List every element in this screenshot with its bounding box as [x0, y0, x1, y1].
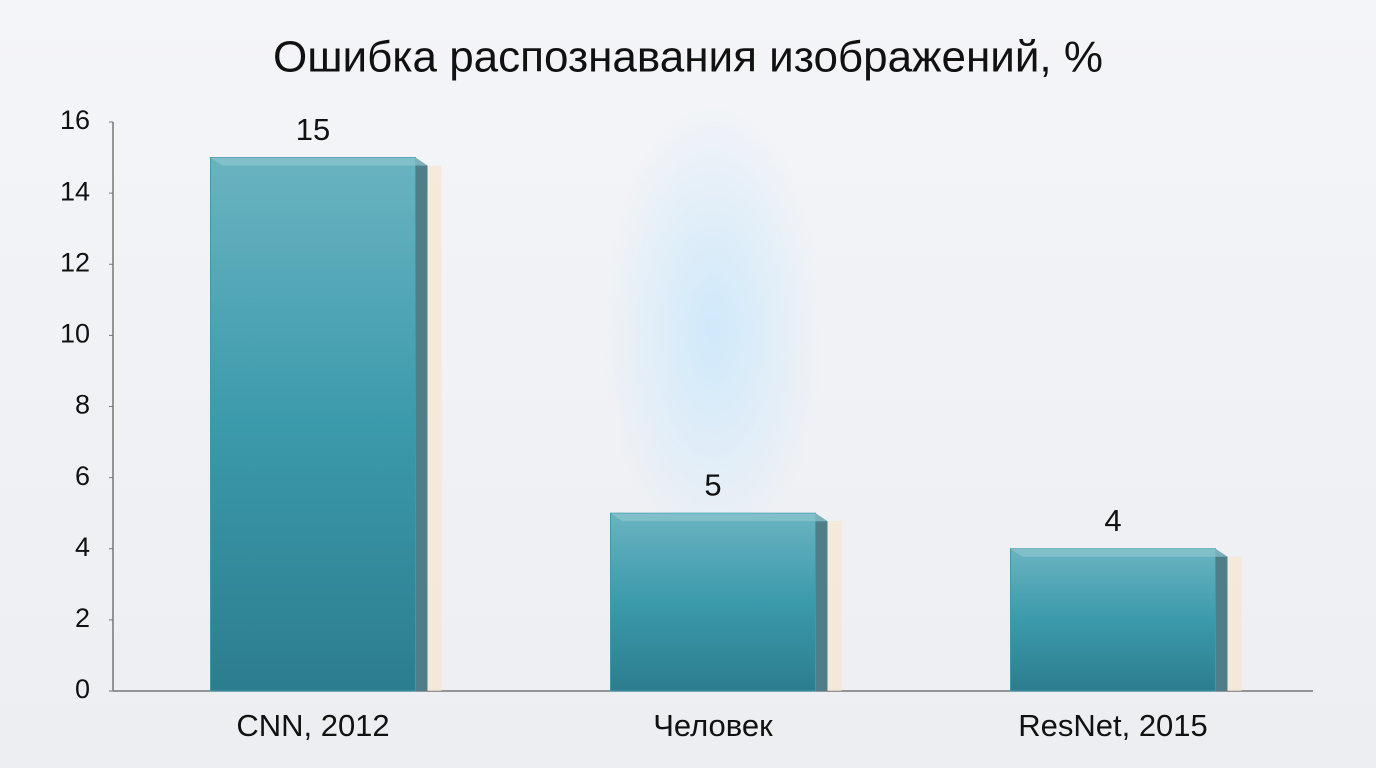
value-label: 5: [704, 467, 721, 502]
bar-side: [415, 157, 428, 691]
bar-top: [610, 513, 828, 522]
bar: [210, 157, 416, 692]
y-tick-label: 8: [75, 390, 90, 420]
y-tick-label: 10: [60, 319, 90, 349]
bar-shadow: [827, 521, 842, 691]
bar: [1010, 548, 1216, 692]
y-tick-label: 4: [75, 532, 90, 562]
x-tick-label: ResNet, 2015: [1018, 708, 1208, 743]
y-tick-label: 0: [75, 674, 90, 704]
bar-side: [815, 513, 828, 691]
y-tick-label: 12: [60, 247, 90, 277]
glow: [603, 100, 823, 560]
value-label: 4: [1104, 503, 1121, 538]
y-tick-label: 2: [75, 603, 90, 633]
bar-side: [1215, 548, 1228, 691]
x-tick-label: CNN, 2012: [236, 708, 389, 743]
bar: [610, 512, 816, 692]
bar-shadow: [427, 165, 442, 691]
bar-shadow: [1227, 556, 1242, 691]
chart-title: Ошибка распознавания изображений, %: [273, 33, 1103, 82]
bar-top: [210, 157, 428, 166]
y-tick-label: 16: [60, 105, 90, 135]
x-tick-label: Человек: [653, 708, 773, 743]
value-label: 15: [296, 112, 330, 147]
bar-top: [1010, 548, 1228, 557]
y-tick-label: 14: [60, 176, 90, 206]
y-tick-label: 6: [75, 461, 90, 491]
